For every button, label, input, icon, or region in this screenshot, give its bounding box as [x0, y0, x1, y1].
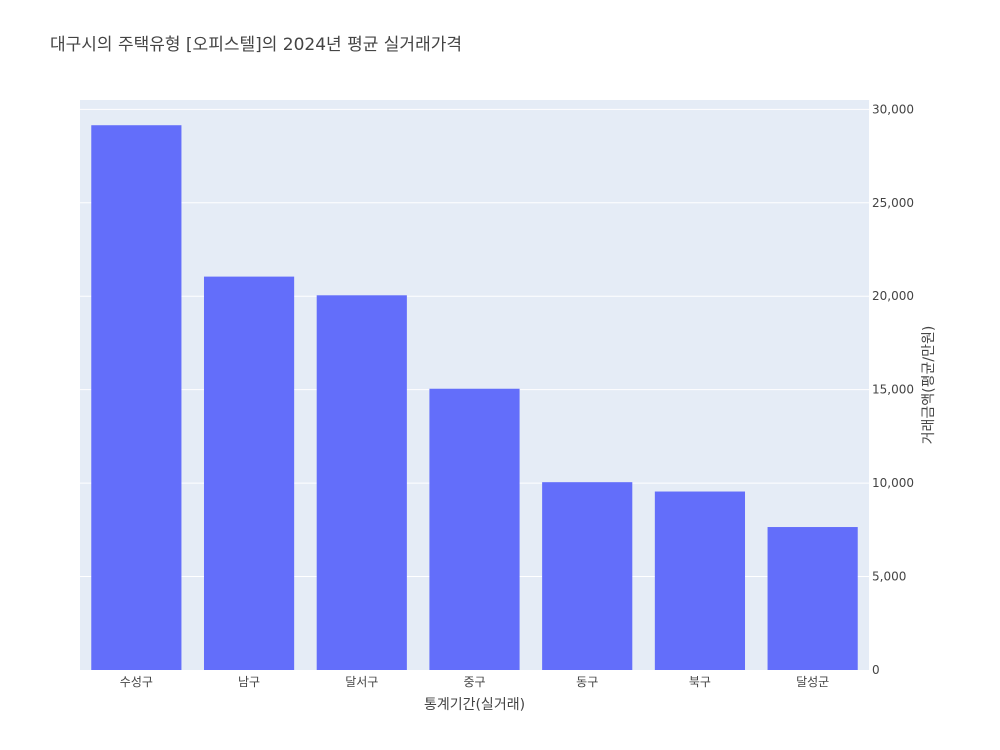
x-tick-label: 달서구 [345, 675, 378, 689]
x-tick-label: 달성군 [796, 675, 829, 689]
bars [91, 125, 858, 671]
bar[interactable] [767, 527, 858, 670]
x-tick-label: 북구 [689, 675, 711, 689]
y-tick-label: 5,000 [872, 570, 906, 584]
bar[interactable] [654, 491, 746, 670]
x-tick-labels: 수성구 남구 달서구 중구 동구 북구 달성군 [120, 675, 829, 689]
y-tick-label: 0 [872, 663, 880, 677]
x-tick-label: 남구 [238, 675, 260, 689]
y-tick-label: 15,000 [872, 383, 914, 397]
y-tick-labels: 0 5,000 10,000 15,000 20,000 25,000 30,000 [872, 102, 914, 677]
y-axis-title: 거래금액(평균/만원) [921, 326, 937, 445]
bar[interactable] [429, 388, 520, 670]
x-tick-label: 수성구 [120, 675, 153, 689]
x-tick-label: 동구 [576, 675, 598, 689]
y-tick-label: 10,000 [872, 476, 914, 490]
bar[interactable] [203, 276, 295, 670]
x-axis-title: 통계기간(실거래) [424, 697, 525, 713]
bar[interactable] [542, 482, 633, 670]
chart-title: 대구시의 주택유형 [오피스텔]의 2024년 평균 실거래가격 [50, 35, 462, 55]
y-tick-label: 25,000 [872, 196, 914, 210]
bar[interactable] [91, 125, 182, 671]
x-tick-label: 중구 [463, 675, 485, 689]
y-tick-label: 20,000 [872, 289, 914, 303]
bar[interactable] [316, 295, 407, 670]
y-tick-label: 30,000 [872, 102, 914, 116]
